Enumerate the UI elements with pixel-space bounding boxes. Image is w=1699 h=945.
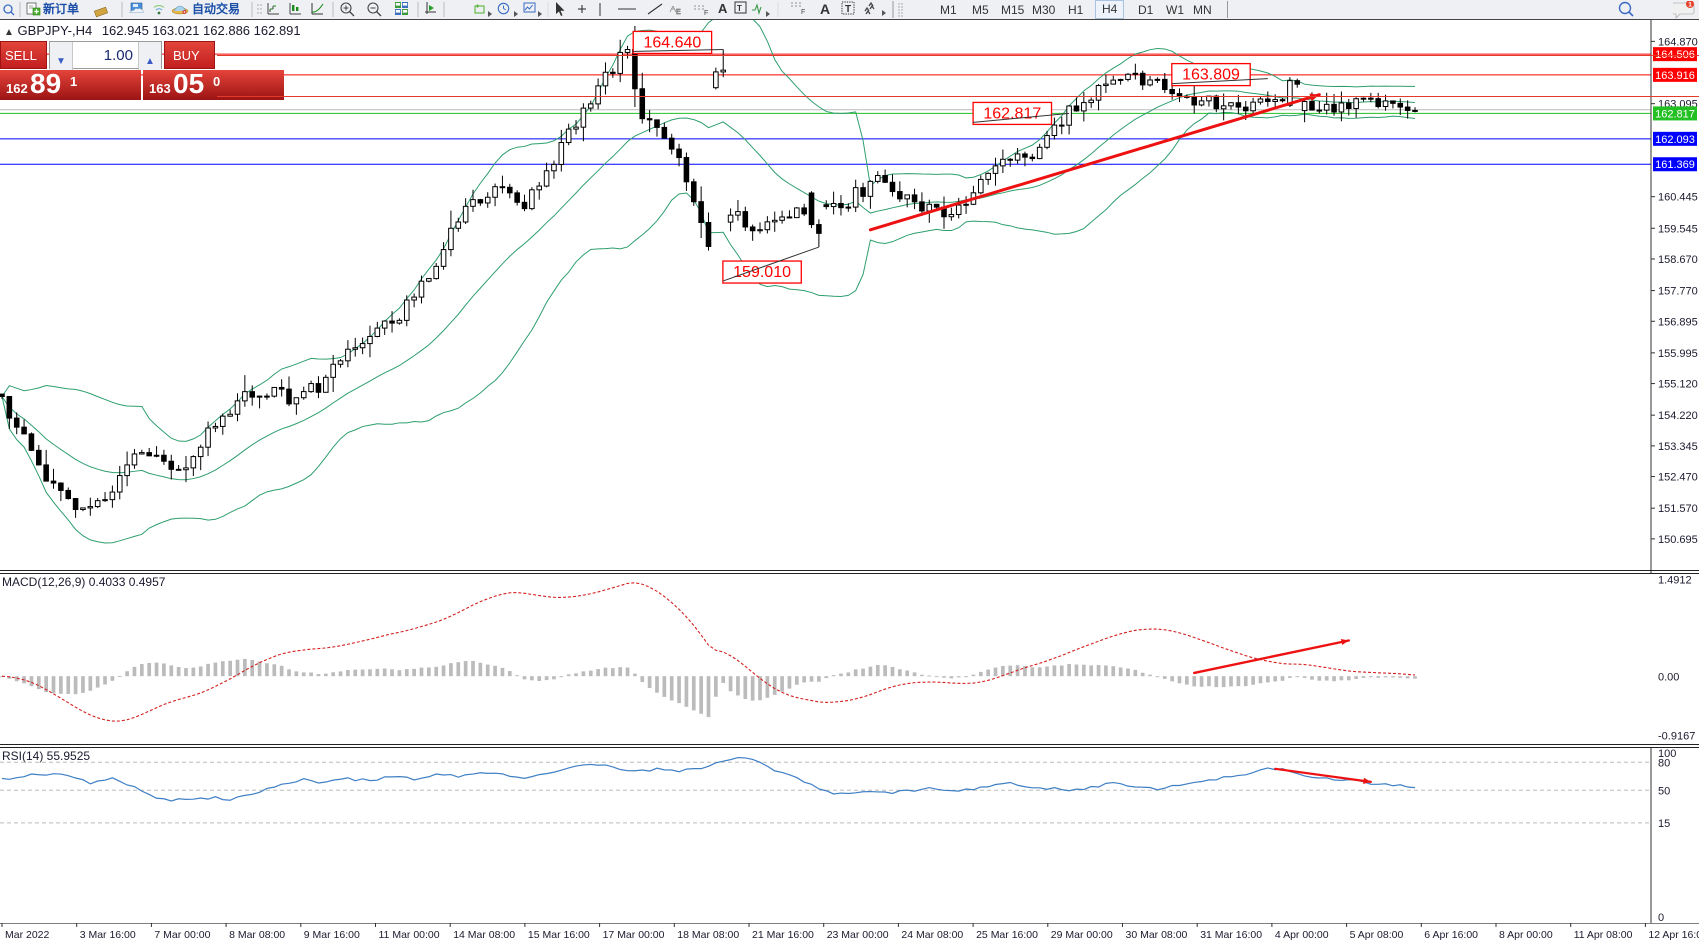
svg-text:24 Mar 08:00: 24 Mar 08:00	[901, 929, 963, 941]
svg-text:163.916: 163.916	[1655, 70, 1695, 82]
svg-text:25 Mar 16:00: 25 Mar 16:00	[976, 929, 1038, 941]
svg-text:29 Mar 00:00: 29 Mar 00:00	[1051, 929, 1113, 941]
svg-text:152.470: 152.470	[1658, 472, 1698, 484]
svg-text:159.010: 159.010	[733, 264, 791, 281]
svg-text:153.345: 153.345	[1658, 441, 1698, 453]
svg-text:MACD(12,26,9) 0.4033 0.4957: MACD(12,26,9) 0.4033 0.4957	[2, 575, 166, 589]
svg-text:6 Apr 16:00: 6 Apr 16:00	[1424, 929, 1478, 941]
svg-text:A: A	[820, 1, 830, 17]
svg-text:11 Apr 08:00: 11 Apr 08:00	[1574, 929, 1633, 941]
svg-text:157.770: 157.770	[1658, 286, 1698, 298]
svg-text:155.995: 155.995	[1658, 348, 1698, 360]
svg-text:18 Mar 08:00: 18 Mar 08:00	[677, 929, 739, 941]
svg-text:150.695: 150.695	[1658, 534, 1698, 546]
svg-text:8 Apr 00:00: 8 Apr 00:00	[1499, 929, 1553, 941]
svg-text:自动交易: 自动交易	[192, 1, 240, 16]
svg-text:0: 0	[1658, 912, 1664, 923]
svg-text:30 Mar 08:00: 30 Mar 08:00	[1126, 929, 1188, 941]
svg-text:159.545: 159.545	[1658, 223, 1698, 235]
svg-text:新订单: 新订单	[43, 1, 79, 16]
svg-text:154.220: 154.220	[1658, 410, 1698, 422]
svg-text:160.445: 160.445	[1658, 192, 1698, 204]
svg-text:14 Mar 08:00: 14 Mar 08:00	[453, 929, 515, 941]
svg-text:Mar 2022: Mar 2022	[5, 929, 50, 941]
svg-text:162.817: 162.817	[1655, 108, 1695, 120]
svg-text:158.670: 158.670	[1658, 254, 1698, 266]
svg-text:162.093: 162.093	[1655, 134, 1695, 146]
svg-text:162.817: 162.817	[983, 105, 1041, 122]
svg-text:5 Apr 08:00: 5 Apr 08:00	[1350, 929, 1404, 941]
svg-text:17 Mar 00:00: 17 Mar 00:00	[603, 929, 665, 941]
svg-text:15 Mar 16:00: 15 Mar 16:00	[528, 929, 590, 941]
svg-text:8 Mar 08:00: 8 Mar 08:00	[229, 929, 285, 941]
svg-text:151.570: 151.570	[1658, 503, 1698, 515]
svg-text:31 Mar 16:00: 31 Mar 16:00	[1200, 929, 1262, 941]
svg-text:156.895: 156.895	[1658, 316, 1698, 328]
svg-text:11 Mar 00:00: 11 Mar 00:00	[379, 929, 440, 941]
svg-text:RSI(14) 55.9525: RSI(14) 55.9525	[2, 749, 90, 763]
svg-text:F: F	[704, 10, 708, 17]
svg-text:15: 15	[1658, 818, 1670, 830]
svg-text:T: T	[845, 4, 851, 15]
svg-text:12 Apr 16:00: 12 Apr 16:00	[1648, 929, 1699, 941]
svg-text:4 Apr 00:00: 4 Apr 00:00	[1275, 929, 1329, 941]
svg-text:163.809: 163.809	[1182, 67, 1240, 84]
svg-text:164.870: 164.870	[1658, 36, 1698, 48]
svg-text:7 Mar 00:00: 7 Mar 00:00	[154, 929, 210, 941]
svg-text:1.4912: 1.4912	[1658, 574, 1692, 586]
svg-text:21 Mar 16:00: 21 Mar 16:00	[752, 929, 814, 941]
svg-text:E: E	[676, 9, 681, 16]
svg-text:50: 50	[1658, 785, 1670, 797]
svg-text:-0.9167: -0.9167	[1658, 731, 1695, 743]
svg-text:155.120: 155.120	[1658, 379, 1698, 391]
svg-text:3 Mar 16:00: 3 Mar 16:00	[80, 929, 136, 941]
svg-text:A: A	[718, 1, 728, 16]
svg-text:F: F	[801, 9, 805, 16]
svg-text:23 Mar 00:00: 23 Mar 00:00	[827, 929, 889, 941]
svg-text:80: 80	[1658, 757, 1670, 769]
svg-text:1: 1	[1688, 2, 1692, 9]
svg-text:9 Mar 16:00: 9 Mar 16:00	[304, 929, 360, 941]
svg-text:0.00: 0.00	[1658, 671, 1679, 683]
svg-text:T: T	[737, 4, 742, 13]
svg-text:161.369: 161.369	[1655, 159, 1695, 171]
